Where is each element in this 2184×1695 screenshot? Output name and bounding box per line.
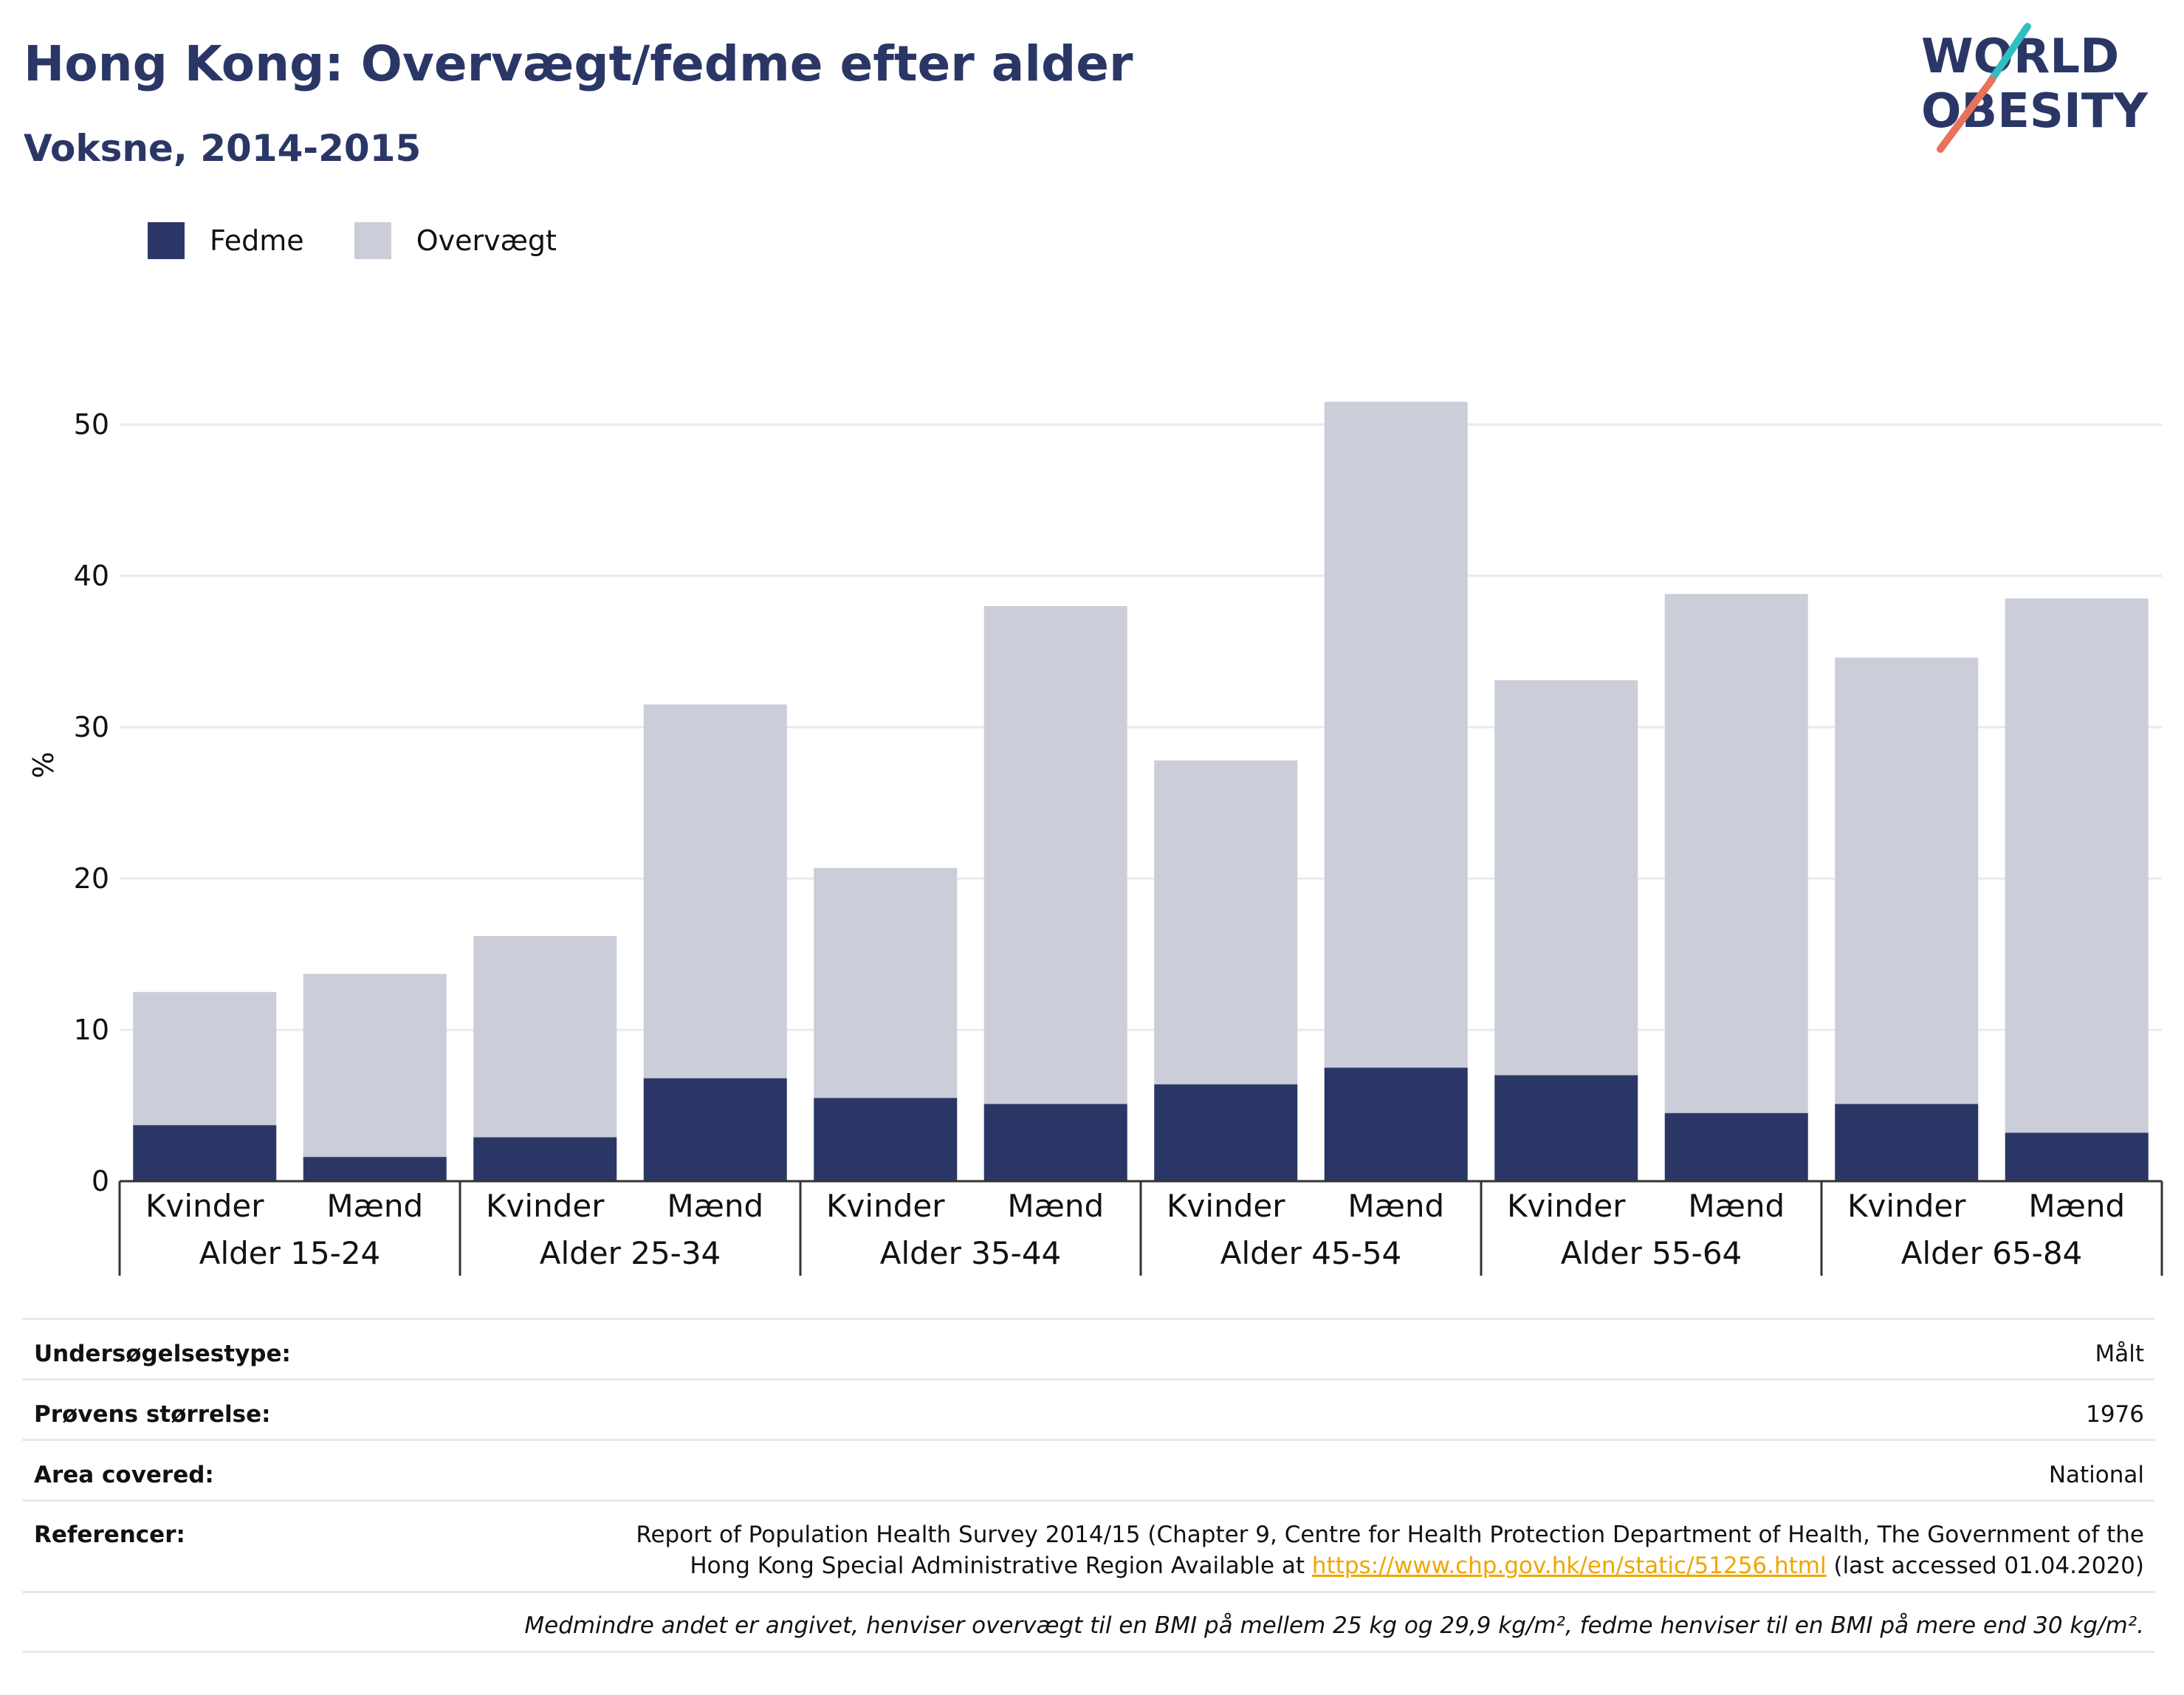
legend-swatch-fedme bbox=[148, 222, 185, 259]
bar-fedme bbox=[303, 1157, 447, 1181]
legend-swatch-overvaegt bbox=[354, 222, 391, 259]
bar-overvaegt bbox=[814, 867, 958, 1099]
bar-fedme bbox=[133, 1125, 277, 1181]
references-line2-post: (last accessed 01.04.2020) bbox=[1826, 1553, 2144, 1579]
legend-item-fedme[interactable]: Fedme bbox=[148, 222, 304, 259]
bar-fedme bbox=[643, 1078, 787, 1181]
bar-fedme bbox=[1324, 1067, 1468, 1181]
x-category-label: Kvinder bbox=[826, 1188, 945, 1224]
x-category-label: Mænd bbox=[667, 1188, 763, 1224]
bar-overvaegt bbox=[1835, 657, 1979, 1104]
x-category-label: Kvinder bbox=[1167, 1188, 1285, 1224]
bar-fedme bbox=[1664, 1113, 1808, 1181]
references-value: Report of Population Health Survey 2014/… bbox=[636, 1519, 2144, 1581]
bar-overvaegt bbox=[133, 991, 277, 1126]
y-tick-label: 30 bbox=[74, 711, 109, 743]
references-link[interactable]: https://www.chp.gov.hk/en/static/51256.h… bbox=[1311, 1553, 1827, 1579]
references-label: Referencer: bbox=[34, 1522, 185, 1548]
bar-overvaegt bbox=[643, 704, 787, 1079]
survey-type-value: Målt bbox=[2095, 1341, 2144, 1367]
x-category-label: Kvinder bbox=[1847, 1188, 1966, 1224]
y-tick-label: 10 bbox=[74, 1014, 109, 1046]
legend-item-overvaegt[interactable]: Overvægt bbox=[354, 222, 557, 259]
stacked-bar-chart: 0 10 20 30 40 50% Kvinder Mænd Kvinder Mænd Kvinde… bbox=[27, 402, 2163, 1276]
x-group-label: Alder 25-34 bbox=[540, 1235, 721, 1271]
info-row-references: Referencer: Report of Population Health … bbox=[22, 1499, 2154, 1591]
bar-fedme bbox=[1835, 1104, 1979, 1181]
x-category-label: Kvinder bbox=[486, 1188, 605, 1224]
legend-label-fedme: Fedme bbox=[210, 224, 304, 257]
legend: Fedme Overvægt bbox=[148, 221, 607, 260]
bar-overvaegt bbox=[1494, 680, 1638, 1076]
x-category-label: Mænd bbox=[326, 1188, 423, 1224]
x-group-label: Alder 65-84 bbox=[1901, 1235, 2083, 1271]
x-category-label: Mænd bbox=[2028, 1188, 2125, 1224]
bar-fedme bbox=[473, 1137, 617, 1181]
sample-size-label: Prøvens størrelse: bbox=[34, 1401, 271, 1428]
x-group-label: Alder 15-24 bbox=[199, 1235, 381, 1271]
bar-overvaegt bbox=[473, 935, 617, 1138]
bar-overvaegt bbox=[303, 974, 447, 1158]
chart-title: Hong Kong: Overvægt/fedme efter alder bbox=[24, 35, 1133, 92]
info-table: Undersøgelsestype: Målt Prøvens størrels… bbox=[22, 1318, 2154, 1653]
references-line1: Report of Population Health Survey 2014/… bbox=[636, 1522, 2144, 1548]
bar-fedme bbox=[814, 1098, 958, 1181]
logo-slash-coral bbox=[1937, 76, 1996, 153]
references-line2-pre: Hong Kong Special Administrative Region … bbox=[690, 1553, 1312, 1579]
survey-type-label: Undersøgelsestype: bbox=[34, 1341, 291, 1367]
y-tick-label: 40 bbox=[74, 560, 109, 592]
logo-slash-teal bbox=[1987, 23, 2031, 85]
x-category-label: Mænd bbox=[1007, 1188, 1104, 1224]
x-category-label: Kvinder bbox=[145, 1188, 264, 1224]
area-value: National bbox=[2048, 1462, 2144, 1488]
bar-fedme bbox=[1494, 1075, 1638, 1181]
bar-overvaegt bbox=[2005, 598, 2149, 1133]
x-category-label: Mænd bbox=[1688, 1188, 1785, 1224]
bar-overvaegt bbox=[983, 606, 1127, 1104]
x-category-label: Mænd bbox=[1347, 1188, 1444, 1224]
bar-overvaegt bbox=[1324, 402, 1468, 1068]
info-row-sample-size: Prøvens størrelse: 1976 bbox=[22, 1378, 2154, 1439]
bar-fedme bbox=[1154, 1084, 1298, 1181]
bar-fedme bbox=[983, 1104, 1127, 1181]
x-group-label: Alder 55-64 bbox=[1561, 1235, 1742, 1271]
y-tick-label: 50 bbox=[74, 408, 109, 441]
chart-subtitle: Voksne, 2014-2015 bbox=[24, 127, 422, 170]
x-group-label: Alder 35-44 bbox=[880, 1235, 1062, 1271]
x-group-label: Alder 45-54 bbox=[1220, 1235, 1402, 1271]
info-row-footnote: Medmindre andet er angivet, henviser ove… bbox=[22, 1591, 2154, 1653]
world-obesity-logo: WORLD OBESITY bbox=[1921, 23, 2148, 153]
area-label: Area covered: bbox=[34, 1462, 214, 1488]
bar-overvaegt bbox=[1664, 594, 1808, 1113]
x-category-label: Kvinder bbox=[1507, 1188, 1626, 1224]
y-axis-label: % bbox=[27, 752, 60, 778]
y-tick-label: 20 bbox=[74, 862, 109, 895]
bar-fedme bbox=[2005, 1132, 2149, 1181]
sample-size-value: 1976 bbox=[2086, 1401, 2144, 1428]
info-row-survey-type: Undersøgelsestype: Målt bbox=[22, 1318, 2154, 1378]
legend-label-overvaegt: Overvægt bbox=[416, 224, 557, 257]
y-tick-label: 0 bbox=[92, 1165, 109, 1197]
footnote: Medmindre andet er angivet, henviser ove… bbox=[524, 1612, 2144, 1639]
bar-overvaegt bbox=[1154, 760, 1298, 1084]
info-row-area: Area covered: National bbox=[22, 1439, 2154, 1499]
